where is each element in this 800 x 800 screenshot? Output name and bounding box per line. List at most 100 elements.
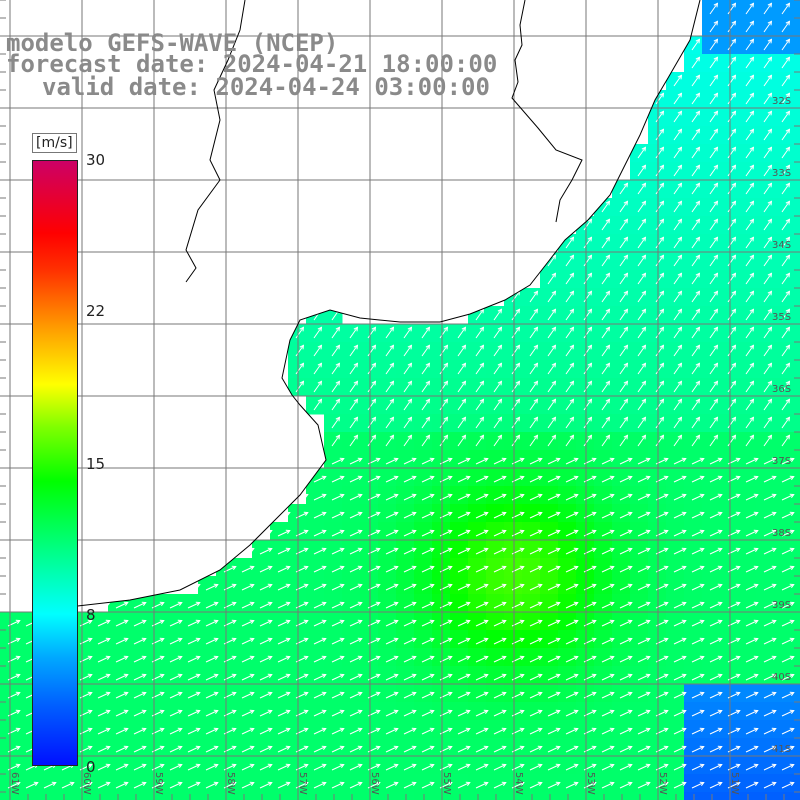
- wind-arrowhead: [587, 380, 593, 386]
- wind-arrowhead: [627, 727, 633, 733]
- wind-arrowhead: [713, 2, 719, 8]
- wind-speed-cell: [774, 666, 793, 685]
- wind-arrowhead: [533, 416, 539, 422]
- wind-arrowhead: [123, 637, 129, 643]
- wind-arrowhead: [447, 745, 453, 751]
- wind-speed-cell: [378, 522, 397, 541]
- wind-arrow: [349, 728, 362, 735]
- wind-arrowhead: [731, 92, 737, 98]
- wind-arrow: [781, 512, 794, 519]
- wind-arrow: [331, 530, 344, 537]
- wind-speed-cell: [306, 720, 325, 739]
- wind-arrow: [313, 584, 326, 591]
- wind-speed-cell: [630, 792, 649, 800]
- wind-arrow: [187, 764, 200, 771]
- wind-arrow: [763, 219, 772, 231]
- wind-arrow: [691, 458, 704, 465]
- wind-speed-cell: [324, 630, 343, 649]
- wind-speed-cell: [90, 774, 109, 793]
- wind-arrow: [403, 345, 412, 357]
- wind-arrow: [655, 147, 664, 159]
- wind-arrowhead: [659, 92, 665, 98]
- wind-arrowhead: [659, 182, 665, 188]
- wind-arrowhead: [429, 547, 435, 553]
- wind-arrow: [277, 764, 290, 771]
- wind-arrowhead: [105, 763, 111, 769]
- wind-speed-cell: [468, 792, 487, 800]
- wind-speed-cell: [360, 702, 379, 721]
- wind-arrowhead: [663, 583, 669, 589]
- wind-arrowhead: [659, 344, 665, 350]
- wind-arrow: [583, 273, 592, 285]
- wind-arrow: [331, 309, 340, 321]
- wind-arrow: [763, 728, 776, 735]
- wind-arrowhead: [267, 745, 273, 751]
- wind-arrow: [547, 764, 560, 771]
- wind-speed-cell: [648, 522, 667, 541]
- wind-arrow: [313, 363, 322, 375]
- wind-arrowhead: [713, 380, 719, 386]
- latitude-label: 37S: [772, 456, 791, 467]
- wind-speed-cell: [576, 558, 595, 577]
- wind-arrow: [673, 237, 682, 249]
- wind-arrow: [583, 291, 592, 303]
- wind-arrowhead: [425, 344, 431, 350]
- wind-arrow: [97, 746, 110, 753]
- wind-arrow: [691, 201, 700, 213]
- wind-speed-cell: [432, 720, 451, 739]
- wind-speed-cell: [684, 522, 703, 541]
- wind-speed-cell: [306, 756, 325, 775]
- wind-arrowhead: [393, 601, 399, 607]
- wind-arrow: [367, 435, 376, 447]
- wind-arrowhead: [33, 781, 39, 787]
- wind-arrowhead: [353, 416, 359, 422]
- wind-speed-cell: [738, 486, 757, 505]
- wind-arrow: [637, 273, 646, 285]
- wind-arrowhead: [677, 164, 683, 170]
- wind-arrow: [673, 476, 686, 483]
- wind-arrowhead: [123, 745, 129, 751]
- wind-arrowhead: [465, 637, 471, 643]
- wind-speed-cell: [612, 774, 631, 793]
- wind-arrowhead: [785, 182, 791, 188]
- wind-arrowhead: [465, 565, 471, 571]
- wind-arrow: [349, 327, 358, 339]
- wind-arrowhead: [465, 475, 471, 481]
- wind-arrowhead: [789, 763, 795, 769]
- wind-arrowhead: [501, 781, 507, 787]
- wind-arrow: [709, 291, 718, 303]
- wind-speed-cell: [666, 522, 685, 541]
- wind-arrow: [619, 638, 632, 645]
- wind-speed-cell: [504, 756, 523, 775]
- wind-speed-cell: [684, 702, 703, 721]
- wind-arrowhead: [537, 457, 543, 463]
- wind-arrow: [601, 309, 610, 321]
- wind-arrow: [313, 327, 322, 339]
- wind-arrow: [691, 728, 704, 735]
- wind-arrowhead: [177, 745, 183, 751]
- wind-speed-cell: [342, 738, 361, 757]
- wind-arrowhead: [605, 344, 611, 350]
- wind-speed-cell: [198, 648, 217, 667]
- wind-speed-cell: [702, 486, 721, 505]
- wind-arrow: [583, 219, 592, 231]
- wind-arrowhead: [123, 655, 129, 661]
- wind-arrow: [781, 458, 794, 465]
- wind-arrowhead: [753, 763, 759, 769]
- wind-arrow: [457, 692, 470, 699]
- wind-arrow: [259, 782, 272, 789]
- wind-arrow: [655, 345, 664, 357]
- wind-arrowhead: [767, 146, 773, 152]
- wind-arrowhead: [749, 326, 755, 332]
- wind-arrowhead: [357, 583, 363, 589]
- wind-arrow: [493, 417, 502, 429]
- wind-arrowhead: [447, 511, 453, 517]
- wind-arrowhead: [393, 547, 399, 553]
- wind-arrow: [331, 656, 344, 663]
- wind-arrow: [727, 3, 736, 15]
- wind-speed-cell: [792, 522, 800, 541]
- wind-arrowhead: [749, 218, 755, 224]
- wind-speed-cell: [378, 738, 397, 757]
- wind-speed-cell: [162, 792, 181, 800]
- wind-speed-cell: [612, 738, 631, 757]
